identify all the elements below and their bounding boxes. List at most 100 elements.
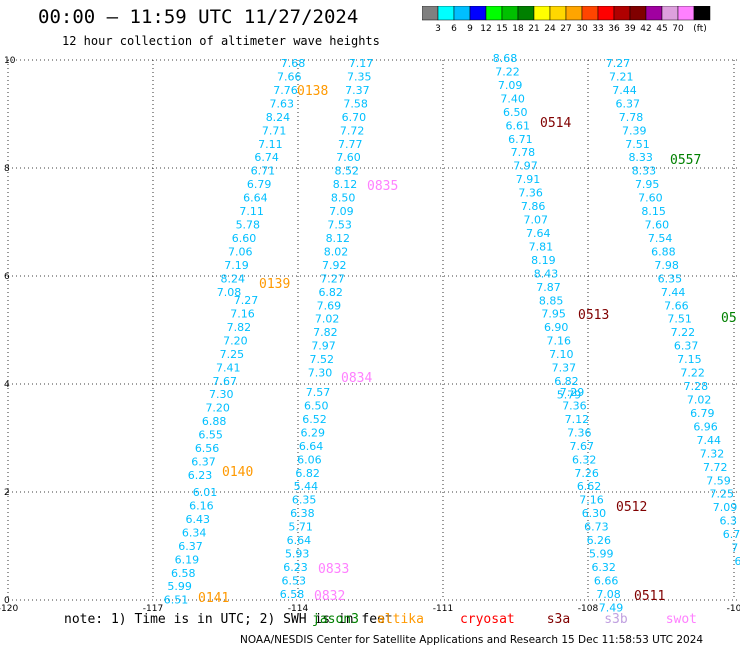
- wave-height-value: 7.09: [713, 501, 738, 514]
- wave-height-value: 7.98: [654, 259, 679, 272]
- y-tick-label: 8: [4, 164, 10, 174]
- wave-height-value: 6.7: [723, 528, 740, 541]
- wave-height-value: 7.16: [579, 494, 604, 507]
- x-tick-label: -111: [433, 604, 453, 612]
- y-tick-label: 6: [4, 272, 10, 282]
- wave-height-value: 8.52: [334, 165, 359, 178]
- wave-height-value: 7.52: [310, 353, 335, 366]
- wave-height-value: 7.30: [209, 388, 234, 401]
- wave-height-value: 8.02: [324, 245, 349, 258]
- wave-height-value: 7.08: [217, 286, 242, 299]
- wave-height-value: 6.51: [164, 594, 189, 607]
- wave-height-value: 7.51: [667, 313, 692, 326]
- wave-height-value: 7.82: [227, 321, 252, 334]
- wave-height-value: 6.56: [195, 442, 220, 455]
- scale-label: 39: [624, 24, 636, 34]
- satellite-name: altika: [376, 612, 424, 627]
- x-tick-label: -117: [143, 604, 163, 612]
- wave-height-value: 6.38: [290, 507, 315, 520]
- wave-height-value: 8.12: [333, 178, 358, 191]
- wave-height-value: 7.76: [273, 84, 298, 97]
- wave-height-value: 7.11: [258, 138, 283, 151]
- wave-height-value: 8.19: [531, 254, 556, 267]
- wave-height-value: 6.90: [544, 321, 569, 334]
- wave-height-value: 6.58: [171, 567, 196, 580]
- wave-height-value: 7.22: [495, 65, 520, 78]
- map-title: 00:00 — 11:59 UTC 11/27/2024: [38, 6, 359, 28]
- wave-height-value: 6.64: [243, 192, 268, 205]
- wave-height-value: 7.97: [311, 340, 336, 353]
- pass-time-label: 0514: [540, 116, 571, 131]
- wave-height-value: 7.25: [220, 348, 245, 361]
- wave-height-value: 7.16: [230, 307, 255, 320]
- wave-height-value: 6.37: [191, 456, 216, 469]
- pass-time-label: 05: [721, 311, 737, 326]
- wave-height-value: 7.40: [500, 92, 525, 105]
- y-tick-label: 2: [4, 488, 10, 498]
- scale-label: 21: [528, 24, 539, 34]
- scale-label: (ft): [693, 24, 707, 34]
- wave-height-value: 8.12: [326, 232, 351, 245]
- wave-height-value: 7.15: [677, 353, 702, 366]
- wave-height-value: 6.66: [594, 574, 619, 587]
- wave-height-value: 7.63: [269, 97, 294, 110]
- wave-height-value: 7.20: [205, 402, 230, 415]
- pass-time-label: 0835: [367, 179, 398, 194]
- wave-height-value: 7.95: [635, 178, 660, 191]
- wave-height-value: 6.34: [182, 526, 207, 539]
- scale-label: 24: [544, 24, 556, 34]
- pass-time-label: 0557: [670, 153, 701, 168]
- wave-height-value: 7.10: [549, 348, 574, 361]
- wave-height-value: 6.23: [283, 561, 308, 574]
- wave-height-value: 8.33: [628, 151, 653, 164]
- wave-height-value: 7.36: [562, 399, 587, 412]
- wave-height-value: 7.22: [680, 367, 705, 380]
- wave-height-value: 7.26: [574, 467, 599, 480]
- wave-height-value: 7.97: [513, 160, 538, 173]
- wave-height-value: 6.73: [584, 521, 609, 534]
- scale-label: 6: [451, 24, 457, 34]
- scale-label: 36: [608, 24, 620, 34]
- wave-height-value: 8.33: [632, 165, 657, 178]
- wave-height-value: 6.26: [587, 534, 612, 547]
- wave-height-value: 7.57: [306, 386, 331, 399]
- wave-height-value: 7.37: [552, 362, 577, 375]
- wave-height-value: 7.67: [570, 440, 595, 453]
- pass-time-label: 0834: [341, 371, 372, 386]
- wave-height-value: 7.07: [523, 214, 548, 227]
- wave-height-value: 6.23: [188, 469, 213, 482]
- pass-time-label: 0141: [198, 591, 229, 606]
- wave-height-value: 6.16: [189, 499, 214, 512]
- wave-height-value: 7.28: [684, 380, 709, 393]
- wave-height-value: 7.60: [645, 219, 670, 232]
- wave-height-value: 7.95: [541, 308, 566, 321]
- wave-height-value: 5.44: [294, 480, 319, 493]
- wave-height-value: 6.29: [301, 426, 326, 439]
- wave-height-value: 7.17: [349, 57, 374, 70]
- wave-height-value: 7.91: [516, 173, 541, 186]
- wave-height-value: 7.30: [308, 367, 333, 380]
- wave-height-value: 7.64: [526, 227, 551, 240]
- wave-height-value: 8.50: [331, 192, 356, 205]
- wave-height-value: 7.78: [511, 146, 536, 159]
- wave-height-value: 7.19: [224, 259, 249, 272]
- wave-height-value: 6.71: [508, 133, 533, 146]
- wave-height-value: 6.64: [287, 534, 312, 547]
- scale-label: 15: [496, 24, 507, 34]
- satellite-legend: note: 1) Time is in UTC; 2) SWH is in fe…: [64, 612, 697, 627]
- wave-height-value: 6.3: [720, 515, 738, 528]
- pass-time-label: 0139: [259, 277, 290, 292]
- wave-height-value: 6.06: [297, 453, 322, 466]
- wave-height-value: 6.50: [503, 106, 528, 119]
- wave-height-value: 8.43: [534, 267, 559, 280]
- wave-height-value: 6.79: [690, 407, 715, 420]
- wave-height-value: 6.82: [554, 375, 579, 388]
- wave-height-value: 6.74: [254, 151, 279, 164]
- x-tick-label: -120: [0, 604, 18, 612]
- wave-height-value: 6.52: [302, 413, 327, 426]
- wave-height-value: 6.37: [178, 540, 203, 553]
- wave-height-value: 6.53: [281, 574, 306, 587]
- pass-time-label: 0140: [222, 465, 253, 480]
- wave-height-value: 6.35: [658, 272, 683, 285]
- scale-label: 42: [640, 24, 651, 34]
